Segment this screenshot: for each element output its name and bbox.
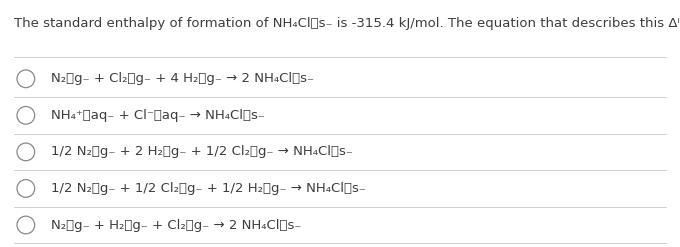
Text: NH₄⁺₏aq₋ + Cl⁻₏aq₋ → NH₄Cl₏s₋: NH₄⁺₏aq₋ + Cl⁻₏aq₋ → NH₄Cl₏s₋ [51, 109, 265, 122]
Text: 1/2 N₂₏g₋ + 2 H₂₏g₋ + 1/2 Cl₂₏g₋ → NH₄Cl₏s₋: 1/2 N₂₏g₋ + 2 H₂₏g₋ + 1/2 Cl₂₏g₋ → NH₄Cl… [51, 145, 353, 158]
Text: The standard enthalpy of formation of NH₄Cl₏s₋ is -315.4 kJ/mol. The equation th: The standard enthalpy of formation of NH… [14, 17, 680, 30]
Text: 1/2 N₂₏g₋ + 1/2 Cl₂₏g₋ + 1/2 H₂₏g₋ → NH₄Cl₏s₋: 1/2 N₂₏g₋ + 1/2 Cl₂₏g₋ + 1/2 H₂₏g₋ → NH₄… [51, 182, 366, 195]
Text: N₂₏g₋ + Cl₂₏g₋ + 4 H₂₏g₋ → 2 NH₄Cl₏s₋: N₂₏g₋ + Cl₂₏g₋ + 4 H₂₏g₋ → 2 NH₄Cl₏s₋ [51, 72, 314, 85]
Text: N₂₏g₋ + H₂₏g₋ + Cl₂₏g₋ → 2 NH₄Cl₏s₋: N₂₏g₋ + H₂₏g₋ + Cl₂₏g₋ → 2 NH₄Cl₏s₋ [51, 219, 301, 231]
